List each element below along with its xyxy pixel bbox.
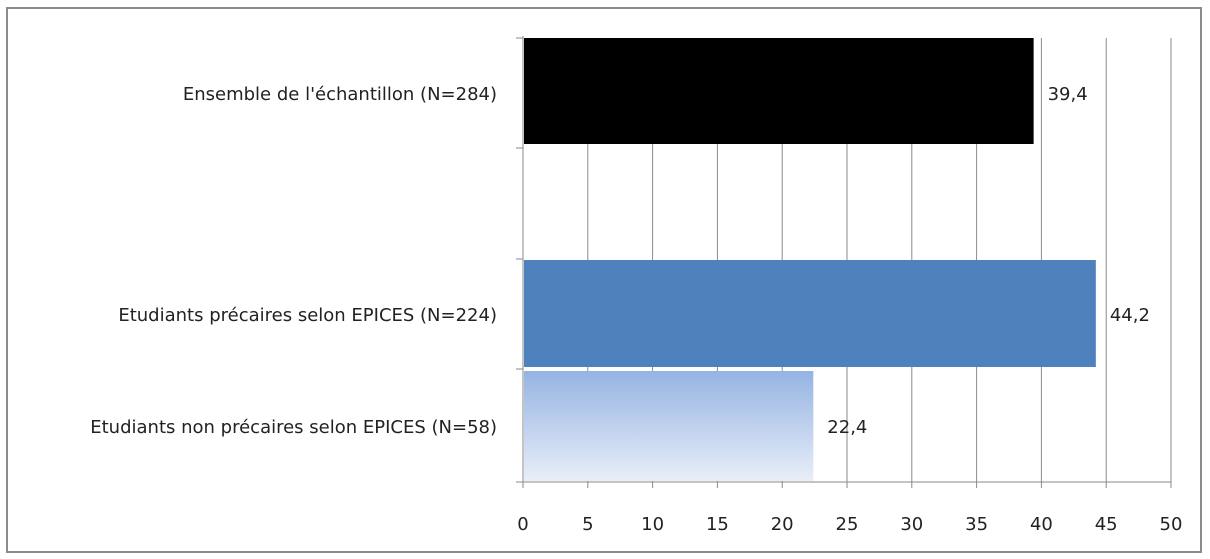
bars: [524, 38, 1096, 481]
x-tick-label-15: 15: [706, 514, 729, 535]
bar-2: [524, 260, 1096, 367]
data-label-2: 44,2: [1110, 305, 1150, 326]
x-tick-label-25: 25: [836, 514, 859, 535]
axes: [516, 36, 1172, 488]
x-tick-label-30: 30: [900, 514, 923, 535]
x-tick-label-5: 5: [582, 514, 593, 535]
labels: 0 5 10 15 20 25 30 35 40 45 50 Ensemble de l'échant…: [90, 84, 1182, 535]
category-label-2: Etudiants précaires selon EPICES (N=224): [118, 305, 497, 326]
x-tick-label-40: 40: [1030, 514, 1053, 535]
bar-3: [524, 371, 814, 481]
category-label-3: Etudiants non précaires selon EPICES (N=…: [90, 417, 497, 438]
data-label-1: 39,4: [1048, 84, 1088, 105]
bar-1: [524, 38, 1034, 144]
category-label-1: Ensemble de l'échantillon (N=284): [183, 84, 497, 105]
x-tick-label-45: 45: [1095, 514, 1118, 535]
data-label-3: 22,4: [827, 417, 867, 438]
x-tick-label-35: 35: [965, 514, 988, 535]
x-tick-label-10: 10: [641, 514, 664, 535]
x-tick-label-20: 20: [771, 514, 794, 535]
x-tick-label-0: 0: [517, 514, 528, 535]
x-tick-label-50: 50: [1160, 514, 1183, 535]
